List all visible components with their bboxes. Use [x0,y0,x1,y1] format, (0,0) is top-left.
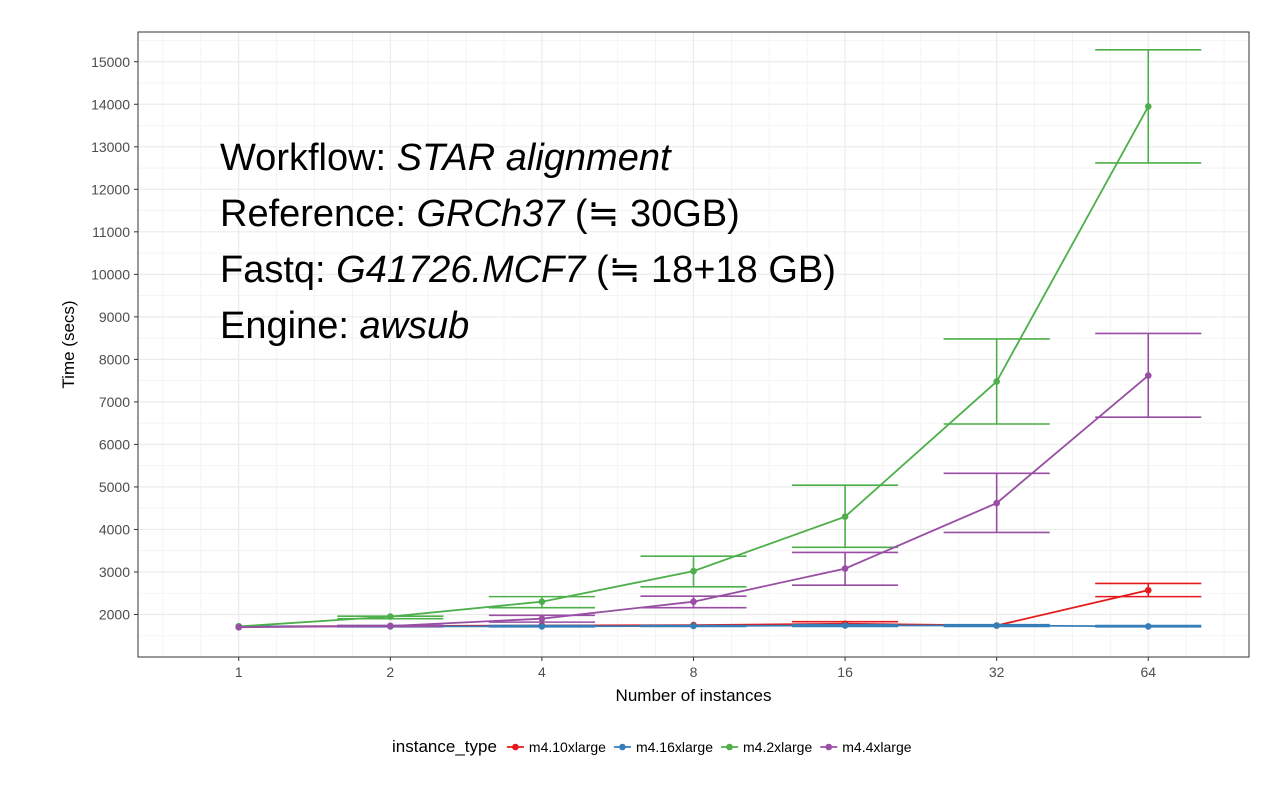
y-tick-label: 5000 [99,479,130,495]
legend-item: m4.4xlarge [820,739,912,755]
series-layer [235,49,1202,631]
data-point [841,622,849,629]
y-tick-label: 6000 [99,436,130,452]
data-point [538,598,546,606]
annotation-line: Engine: awsub [220,305,469,347]
y-tick-label: 8000 [99,351,130,367]
series-m4.10xlarge [235,582,1202,630]
data-point [387,613,394,620]
legend-item: m4.10xlarge [506,739,606,755]
annotation-block: Workflow: STAR alignment Reference: GRCh3… [220,137,836,347]
annotation-line: Fastq: G41726.MCF7 (≒ 18+18 GB) [220,249,836,291]
annotation-value: GRCh37 [416,193,566,235]
y-axis: 2000 3000 4000 5000 6000 7000 8000 9000 10000 110… [91,54,138,622]
x-tick-label: 64 [1140,664,1156,680]
y-tick-label: 7000 [99,394,130,410]
legend-key-point [512,743,519,751]
annotation-suffix: (≒ 30GB) [564,193,739,235]
legend-label: m4.10xlarge [529,739,606,755]
data-point [690,598,697,606]
x-tick-label: 1 [235,664,243,680]
y-tick-label: 9000 [99,309,130,325]
y-tick-label: 12000 [91,181,130,197]
legend-label: m4.4xlarge [842,739,911,755]
annotation-line: Workflow: STAR alignment [220,137,672,179]
y-tick-label: 14000 [91,96,130,112]
legend-key-point [619,743,626,751]
series-m4.2xlarge [235,49,1202,630]
legend-key-point [825,743,833,751]
x-axis-title: Number of instances [616,686,772,705]
data-point [690,567,697,575]
y-tick-label: 4000 [99,521,130,537]
grid-major [138,32,1249,657]
data-point [841,513,849,520]
data-point [993,499,1000,507]
x-tick-label: 4 [538,664,546,680]
x-tick-label: 8 [690,664,698,680]
legend: instance_type m4.10xlarge m4.16xlarge m4.2… [392,737,912,756]
y-tick-label: 3000 [99,564,130,580]
legend-label: m4.16xlarge [636,739,713,755]
annotation-value: STAR alignment [397,137,672,179]
x-tick-label: 2 [386,664,394,680]
data-point [1144,623,1152,630]
data-point [235,623,243,631]
annotation-value: G41726.MCF7 [336,249,587,291]
data-point [993,378,1000,385]
data-point [387,622,394,630]
x-axis: 1 2 4 8 16 32 64 [235,657,1156,680]
legend-title: instance_type [392,737,497,756]
data-point [690,622,697,630]
legend-key-point [726,743,733,751]
y-axis-title: Time (secs) [59,300,78,388]
y-tick-label: 2000 [99,606,130,622]
legend-item: m4.2xlarge [721,739,812,755]
annotation-prefix: Fastq: [220,249,336,291]
data-point [538,623,546,630]
y-tick-label: 13000 [91,139,130,155]
legend-item: m4.16xlarge [613,739,713,755]
y-tick-label: 10000 [91,266,130,282]
data-point [993,622,1000,629]
data-point [1144,103,1152,110]
series-m4.4xlarge [235,332,1202,631]
y-tick-label: 11000 [92,224,130,240]
annotation-prefix: Reference: [220,193,416,235]
y-tick-label: 15000 [91,54,130,70]
data-point [1144,586,1152,594]
annotation-suffix: (≒ 18+18 GB) [585,249,836,291]
x-tick-label: 16 [837,664,853,680]
data-point [841,565,849,572]
annotation-line: Reference: GRCh37 (≒ 30GB) [220,193,740,235]
data-point [538,615,546,623]
data-point [1144,372,1152,379]
annotation-prefix: Workflow: [220,137,397,179]
annotation-prefix: Engine: [220,305,359,347]
legend-label: m4.2xlarge [743,739,812,755]
annotation-value: awsub [359,305,469,347]
x-tick-label: 32 [989,664,1005,680]
